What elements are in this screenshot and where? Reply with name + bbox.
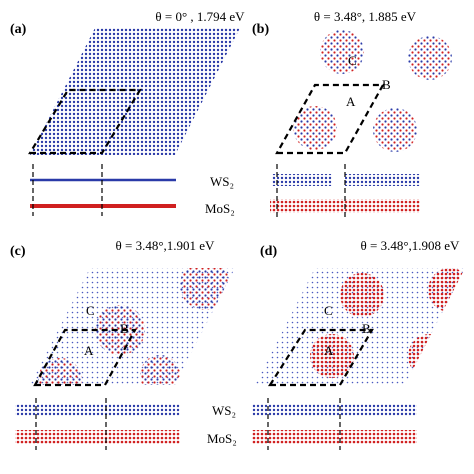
supercell <box>33 328 137 387</box>
panel-title: θ = 3.48°,1.908 eV <box>361 238 461 253</box>
panel-label: (c) <box>10 244 26 259</box>
supercell <box>267 328 374 387</box>
ws2-strip <box>272 174 332 186</box>
mos2-strip <box>252 430 417 444</box>
panel-title: θ = 3.48°, 1.885 eV <box>314 9 417 24</box>
supercell <box>28 88 142 155</box>
lattice <box>30 268 235 385</box>
lattice <box>30 28 240 155</box>
site-label: B <box>362 321 371 336</box>
panel-label: (a) <box>10 22 27 37</box>
panel-a: (a) θ = 0° , 1.794 eV <box>10 9 245 216</box>
panel-title: θ = 3.48°,1.901 eV <box>116 238 216 253</box>
panel-title: θ = 0° , 1.794 eV <box>155 9 245 24</box>
site-label: A <box>84 343 94 358</box>
site-label: A <box>346 94 356 109</box>
panel-label: (d) <box>260 244 277 259</box>
site-label: B <box>120 321 129 336</box>
panel-d: (d) θ = 3.48°,1.908 eV C B A <box>252 238 465 450</box>
mos2-strip <box>15 430 180 444</box>
supercell <box>275 83 385 155</box>
ws2-strip <box>345 174 420 186</box>
panel-c: (c) θ = 3.48°,1.901 eV C B A <box>10 238 235 450</box>
layer-label: MoS₂ <box>207 431 237 446</box>
site-label: C <box>86 303 95 318</box>
site-label: C <box>348 53 357 68</box>
site-label: A <box>324 343 334 358</box>
charge-clusters <box>293 30 452 152</box>
site-label: C <box>324 303 333 318</box>
site-label: B <box>382 77 391 92</box>
layer-label: MoS₂ <box>205 201 235 216</box>
panel-label: (b) <box>252 22 269 37</box>
layer-label: WS₂ <box>210 174 234 189</box>
layer-label: WS₂ <box>212 403 236 418</box>
panel-b: (b) θ = 3.48°, 1.885 eV C B A <box>252 9 452 218</box>
ws2-strip <box>252 404 417 416</box>
ws2-strip <box>15 404 180 416</box>
